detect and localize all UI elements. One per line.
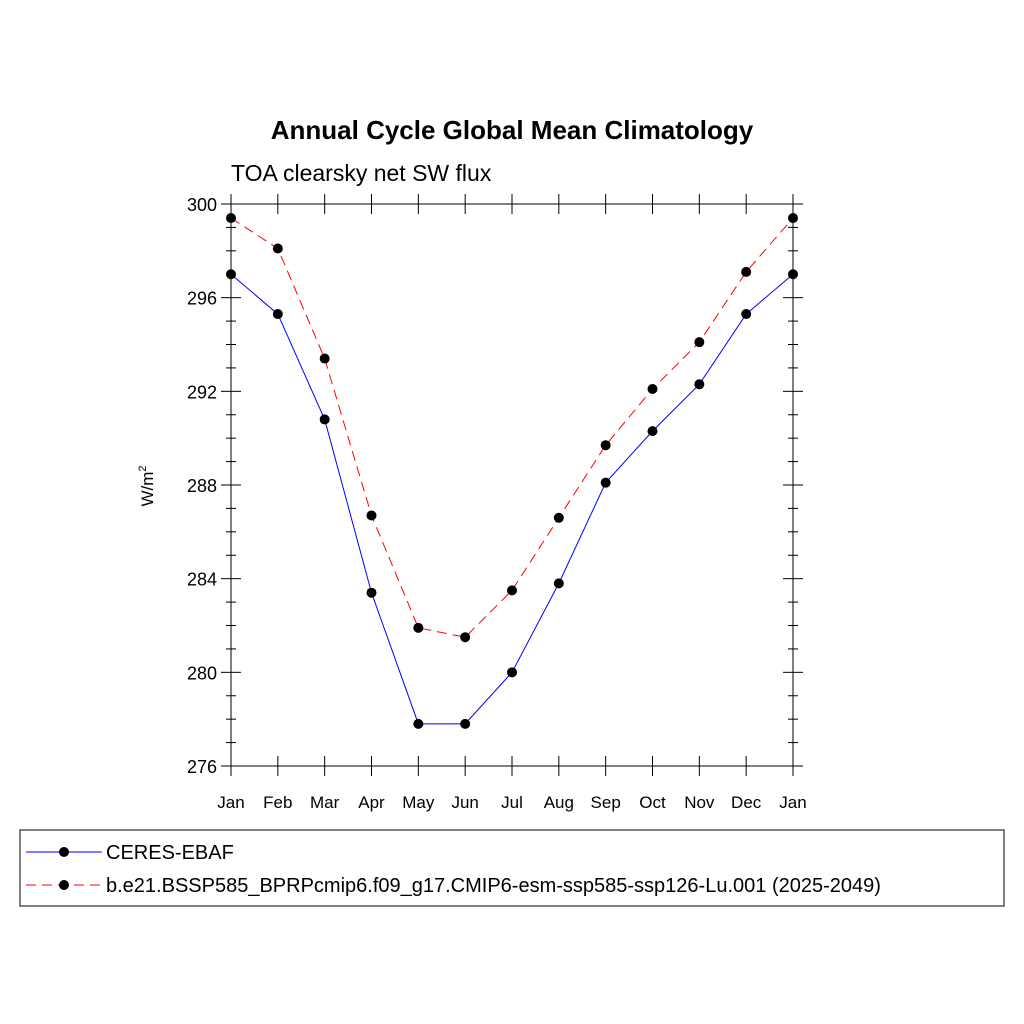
series-2-point <box>788 213 798 224</box>
x-tick-label: Sep <box>591 793 621 812</box>
legend-label-1: CERES-EBAF <box>106 842 234 864</box>
legend-box <box>19 829 1005 907</box>
y-tick-label: 276 <box>187 757 217 777</box>
series-1-point <box>272 309 283 320</box>
x-tick-label: Dec <box>731 793 762 812</box>
x-tick-label: Jul <box>501 793 523 812</box>
chart-title: Annual Cycle Global Mean Climatology <box>271 115 754 145</box>
series-line-2 <box>230 217 794 638</box>
legend-label-2: b.e21.BSSP585_BPRPcmip6.f09_g17.CMIP6-es… <box>106 875 881 897</box>
series-1-point <box>694 379 705 390</box>
series-2-point <box>319 353 330 364</box>
plot-frame <box>230 203 794 767</box>
legend: CERES-EBAF b.e21.BSSP585_BPRPcmip6.f09_g1… <box>19 829 1005 907</box>
series-2-point <box>413 622 424 633</box>
series-2-point <box>647 383 658 394</box>
series-1-point <box>460 718 471 729</box>
x-tick-label: Mar <box>310 793 340 812</box>
series-1-point <box>647 426 658 437</box>
plot-axes: 276 280 284 288 292 296 300 Jan Feb Mar Apr May Jun J… <box>187 194 807 812</box>
series-2-point <box>460 632 471 643</box>
x-tick-label: Jan <box>217 793 244 812</box>
series-2-point <box>507 585 517 596</box>
legend-marker-1 <box>59 847 69 857</box>
y-axis-label-unit: W/m <box>138 472 157 507</box>
y-axis-label-superscript: 2 <box>137 465 149 471</box>
series-1-point <box>788 269 798 280</box>
y-tick-label: 288 <box>187 476 217 496</box>
series-2-point <box>366 510 377 521</box>
y-tick-label: 296 <box>187 289 217 309</box>
series-1-point <box>600 477 611 488</box>
series-2-point <box>553 512 564 523</box>
y-tick-label: 300 <box>187 195 217 215</box>
series-2-point <box>741 266 752 277</box>
y-axis-label: W/m2 <box>137 465 157 506</box>
legend-marker-2 <box>59 880 69 890</box>
plot-series <box>226 213 798 729</box>
series-2-point <box>226 213 236 224</box>
x-tick-label: Aug <box>544 793 574 812</box>
chart-subtitle: TOA clearsky net SW flux <box>231 160 492 186</box>
series-1-point <box>366 587 377 598</box>
x-tick-label: Jun <box>451 793 478 812</box>
series-1-point <box>553 578 564 589</box>
series-1-point <box>319 414 330 425</box>
x-tick-label: Apr <box>358 793 385 812</box>
series-2-point <box>600 440 611 451</box>
series-line-1 <box>230 273 794 725</box>
x-tick-label: Feb <box>263 793 292 812</box>
series-1-point <box>741 309 752 320</box>
y-tick-label: 280 <box>187 663 217 683</box>
x-tick-label: Jan <box>779 793 806 812</box>
series-1-point <box>413 718 424 729</box>
y-tick-label: 284 <box>187 570 217 590</box>
series-2-point <box>694 337 705 348</box>
series-2-point <box>272 243 283 254</box>
x-tick-label: Nov <box>684 793 715 812</box>
series-1-point <box>507 667 517 678</box>
x-tick-label: May <box>402 793 435 812</box>
x-tick-label: Oct <box>639 793 666 812</box>
series-1-point <box>226 269 236 280</box>
y-tick-label: 292 <box>187 382 217 402</box>
